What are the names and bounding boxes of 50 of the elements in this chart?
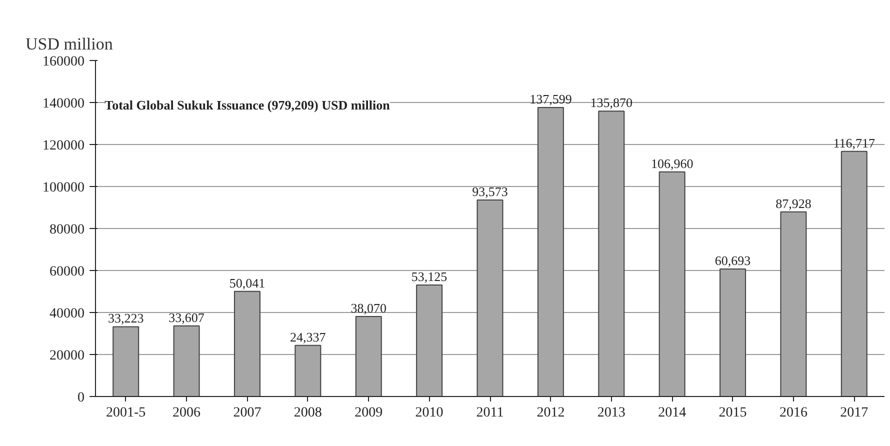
data-label: 50,041 xyxy=(229,275,266,290)
y-tick-label: 160000 xyxy=(42,54,84,70)
x-tick-label: 2006 xyxy=(172,406,201,420)
x-tick-label: 2012 xyxy=(536,406,565,420)
y-tick-label: 120000 xyxy=(42,138,84,154)
y-tick-label: 60000 xyxy=(50,264,84,280)
bar xyxy=(173,325,200,396)
bar xyxy=(537,107,564,396)
x-tick-label: 2017 xyxy=(840,406,868,420)
x-tick-label: 2009 xyxy=(354,406,383,420)
bar xyxy=(416,284,443,396)
data-label: 33,607 xyxy=(168,310,205,325)
x-tick-label: 2008 xyxy=(294,406,322,420)
data-label: 87,928 xyxy=(776,196,812,211)
bar xyxy=(234,290,260,396)
data-label: 38,070 xyxy=(350,300,386,316)
bar xyxy=(658,171,686,396)
x-tick-label: 2011 xyxy=(476,406,504,420)
y-tick-label: 100000 xyxy=(42,180,84,196)
x-tick-label: 2014 xyxy=(658,406,686,420)
data-label: 135,870 xyxy=(590,95,633,110)
x-tick-label: 2010 xyxy=(415,406,444,420)
bar xyxy=(476,199,504,396)
bar xyxy=(598,110,625,396)
data-label: 106,960 xyxy=(650,156,694,171)
bar xyxy=(294,344,322,396)
data-label: 33,223 xyxy=(108,310,144,326)
data-label: 24,337 xyxy=(290,329,326,344)
annotation: Total Global Sukuk Issuance (979,209) USD million xyxy=(104,98,391,112)
data-label: 93,573 xyxy=(472,184,508,199)
bar xyxy=(112,326,140,396)
x-tick-label: 2015 xyxy=(718,406,747,420)
bar xyxy=(840,150,868,396)
data-label: 60,693 xyxy=(714,253,751,268)
bar xyxy=(780,211,807,396)
y-tick-label: 80000 xyxy=(50,222,84,238)
x-tick-label: 2016 xyxy=(779,406,808,420)
bar xyxy=(720,268,746,396)
x-tick-label: 2007 xyxy=(233,406,262,420)
x-tick-label: 2001-5 xyxy=(106,406,146,420)
data-label: 137,599 xyxy=(530,92,572,107)
y-axis-title: USD million xyxy=(26,34,114,54)
data-label: 53,125 xyxy=(411,268,448,284)
y-tick-label: 0 xyxy=(78,390,84,406)
bar xyxy=(355,316,382,396)
data-label: 116,717 xyxy=(833,135,876,150)
y-tick-label: 40000 xyxy=(50,306,84,322)
x-tick-label: 2013 xyxy=(597,406,626,420)
y-tick-label: 20000 xyxy=(50,348,84,364)
y-tick-label: 140000 xyxy=(42,96,84,112)
